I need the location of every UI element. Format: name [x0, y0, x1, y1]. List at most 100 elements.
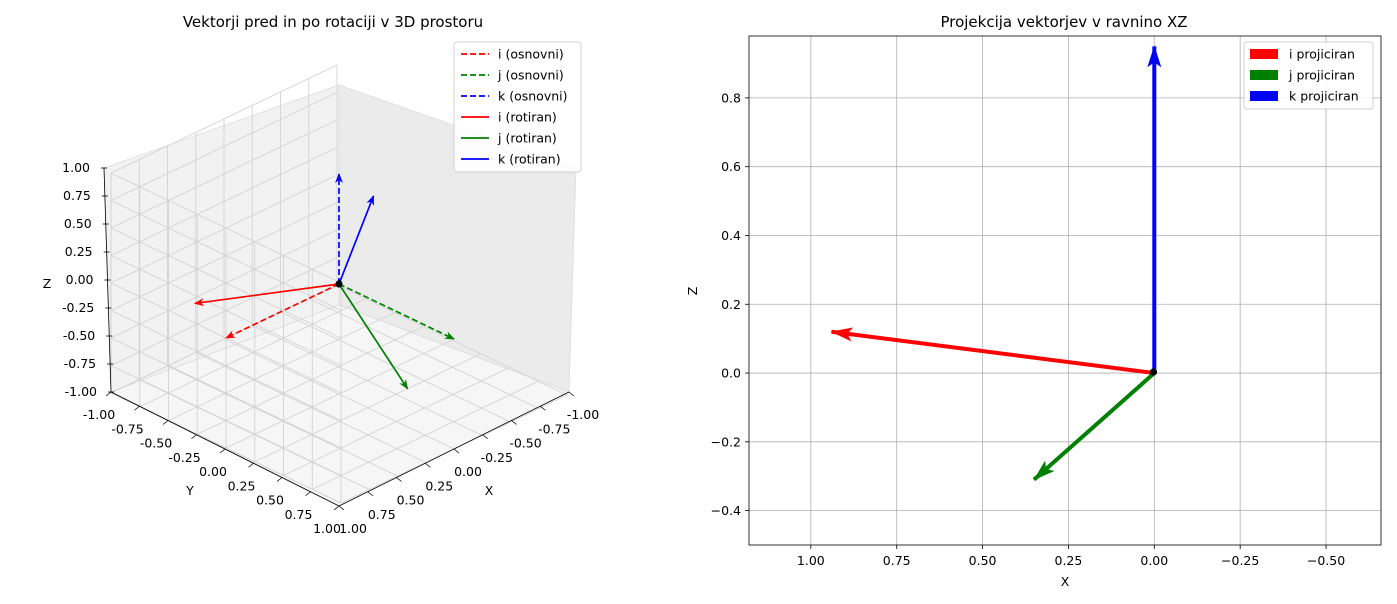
legend-label: k (rotiran) [498, 152, 561, 167]
tick-label: 0.25 [65, 244, 93, 259]
legend-label: k (osnovni) [498, 89, 568, 104]
tick-label: 0.50 [397, 493, 425, 508]
y-axis-label-2d: Z [685, 287, 700, 296]
legend-3d: i (osnovni) j (osnovni) k (osnovni) i (roti… [453, 41, 582, 173]
vectors-3d [193, 173, 455, 390]
z-axis-label-3d: Z [43, 276, 52, 291]
tick-mark [482, 434, 488, 440]
origin-point-3d [335, 280, 343, 288]
legend-swatch [1250, 49, 1278, 59]
tick-label: -1.00 [567, 407, 599, 422]
tick-label: 0.00 [199, 464, 227, 479]
tick-label: 1.00 [62, 160, 90, 175]
grid-line [110, 147, 338, 256]
ticks-2d: 1.00 0.75 0.50 0.25 0.00 −0.25 −0.50 −0.4 −0.2 0.… [711, 90, 1346, 568]
tick-mark [105, 391, 112, 397]
y-tick-label: 0.8 [721, 90, 741, 105]
grid-line [312, 380, 539, 490]
tick-mark [568, 391, 575, 397]
tick-mark [276, 477, 283, 482]
y-tick-label: 0.2 [721, 297, 741, 312]
tick-mark [425, 462, 431, 468]
legend-label: k projiciran [1289, 89, 1359, 104]
tick-label: 0.00 [66, 272, 94, 287]
tick-label: -0.50 [509, 436, 541, 451]
plot-area-2d [749, 36, 1381, 545]
y-tick-label: −0.4 [711, 503, 741, 518]
tick-mark [338, 505, 345, 511]
vector-k-rotiran [338, 195, 375, 285]
legend-label: j (rotiran) [497, 131, 557, 146]
y-tick-label: −0.2 [711, 434, 741, 449]
x-tick-label: −0.50 [1307, 553, 1345, 568]
tick-label: -0.25 [481, 450, 513, 465]
x-tick-label: 0.75 [883, 553, 911, 568]
grid-line [110, 255, 342, 366]
x-tick-label: 1.00 [797, 553, 825, 568]
chart-3d-title: Vektorji pred in po rotaciji v 3D prosto… [183, 13, 483, 31]
vector-i-rotiran [193, 283, 340, 307]
grid-3d [110, 64, 568, 504]
ticks-3d: -1.00-0.75-0.50-0.250.000.250.500.751.00… [62, 160, 599, 536]
quiver-i-projiciran [830, 327, 1155, 376]
x-tick-label: 0.00 [1140, 553, 1168, 568]
tick-mark [540, 405, 546, 411]
tick-label: -0.50 [63, 328, 95, 343]
tick-label: 0.50 [64, 216, 92, 231]
tick-mark [396, 477, 402, 482]
tick-mark [367, 491, 373, 497]
legend-label: j (osnovni) [497, 68, 564, 83]
x-tick-label: 0.50 [969, 553, 997, 568]
chart-2d-title: Projekcija vektorjev v ravnino XZ [940, 13, 1187, 31]
tick-label: 1.00 [339, 521, 367, 536]
x-axis-label-3d: X [485, 483, 494, 498]
tick-label: -1.00 [65, 384, 97, 399]
legend-swatch [1250, 91, 1278, 101]
legend-2d: i projiciran j projiciran k projiciran [1243, 41, 1374, 110]
tick-mark [305, 491, 311, 497]
tick-mark [453, 448, 460, 454]
tick-label: 0.75 [285, 507, 313, 522]
grid-line [110, 172, 342, 284]
legend-label: i (rotiran) [498, 110, 557, 125]
vector-j-rotiran [338, 283, 409, 390]
grid-line [195, 352, 426, 463]
chart-3d: Vektorji pred in po rotaciji v 3D prosto… [43, 13, 600, 536]
quiver-j-projiciran [1032, 371, 1156, 482]
tick-label: -0.75 [64, 356, 96, 371]
grid-line [110, 92, 338, 201]
y-axis-label-3d: Y [185, 483, 194, 498]
grid-line [254, 353, 481, 463]
tick-mark [191, 434, 197, 440]
grid-line [110, 64, 338, 174]
vectors-2d [830, 45, 1162, 482]
tick-label: 1.00 [313, 521, 341, 536]
tick-label: -0.50 [140, 436, 172, 451]
x-axis-label-2d: X [1061, 574, 1070, 589]
x-tick-label: 0.25 [1055, 553, 1083, 568]
legend-label: i (osnovni) [498, 47, 564, 62]
tick-label: 0.00 [454, 464, 482, 479]
tick-label: 0.50 [256, 493, 284, 508]
grid-line [167, 365, 398, 477]
legend-swatch [1250, 70, 1278, 80]
origin-point-2d [1149, 368, 1158, 376]
tick-mark [162, 420, 169, 425]
grid-line [110, 200, 342, 311]
vector-i-osnovni [225, 283, 340, 339]
grid-line [110, 227, 342, 339]
x-tick-label: −0.25 [1221, 553, 1259, 568]
tick-mark [219, 448, 226, 454]
y-tick-label: 0.4 [721, 228, 741, 243]
tick-label: -0.25 [168, 450, 200, 465]
tick-label: 0.75 [63, 188, 91, 203]
tick-label: -0.75 [111, 421, 143, 436]
chart-2d: Projekcija vektorjev v ravnino XZ 1.00 0.… [685, 13, 1382, 589]
tick-mark [511, 420, 517, 425]
grid-line [225, 339, 453, 449]
y-tick-label: 0.0 [721, 366, 741, 381]
grid-line [110, 119, 338, 229]
tick-mark [134, 405, 140, 411]
tick-label: -1.00 [83, 407, 115, 422]
